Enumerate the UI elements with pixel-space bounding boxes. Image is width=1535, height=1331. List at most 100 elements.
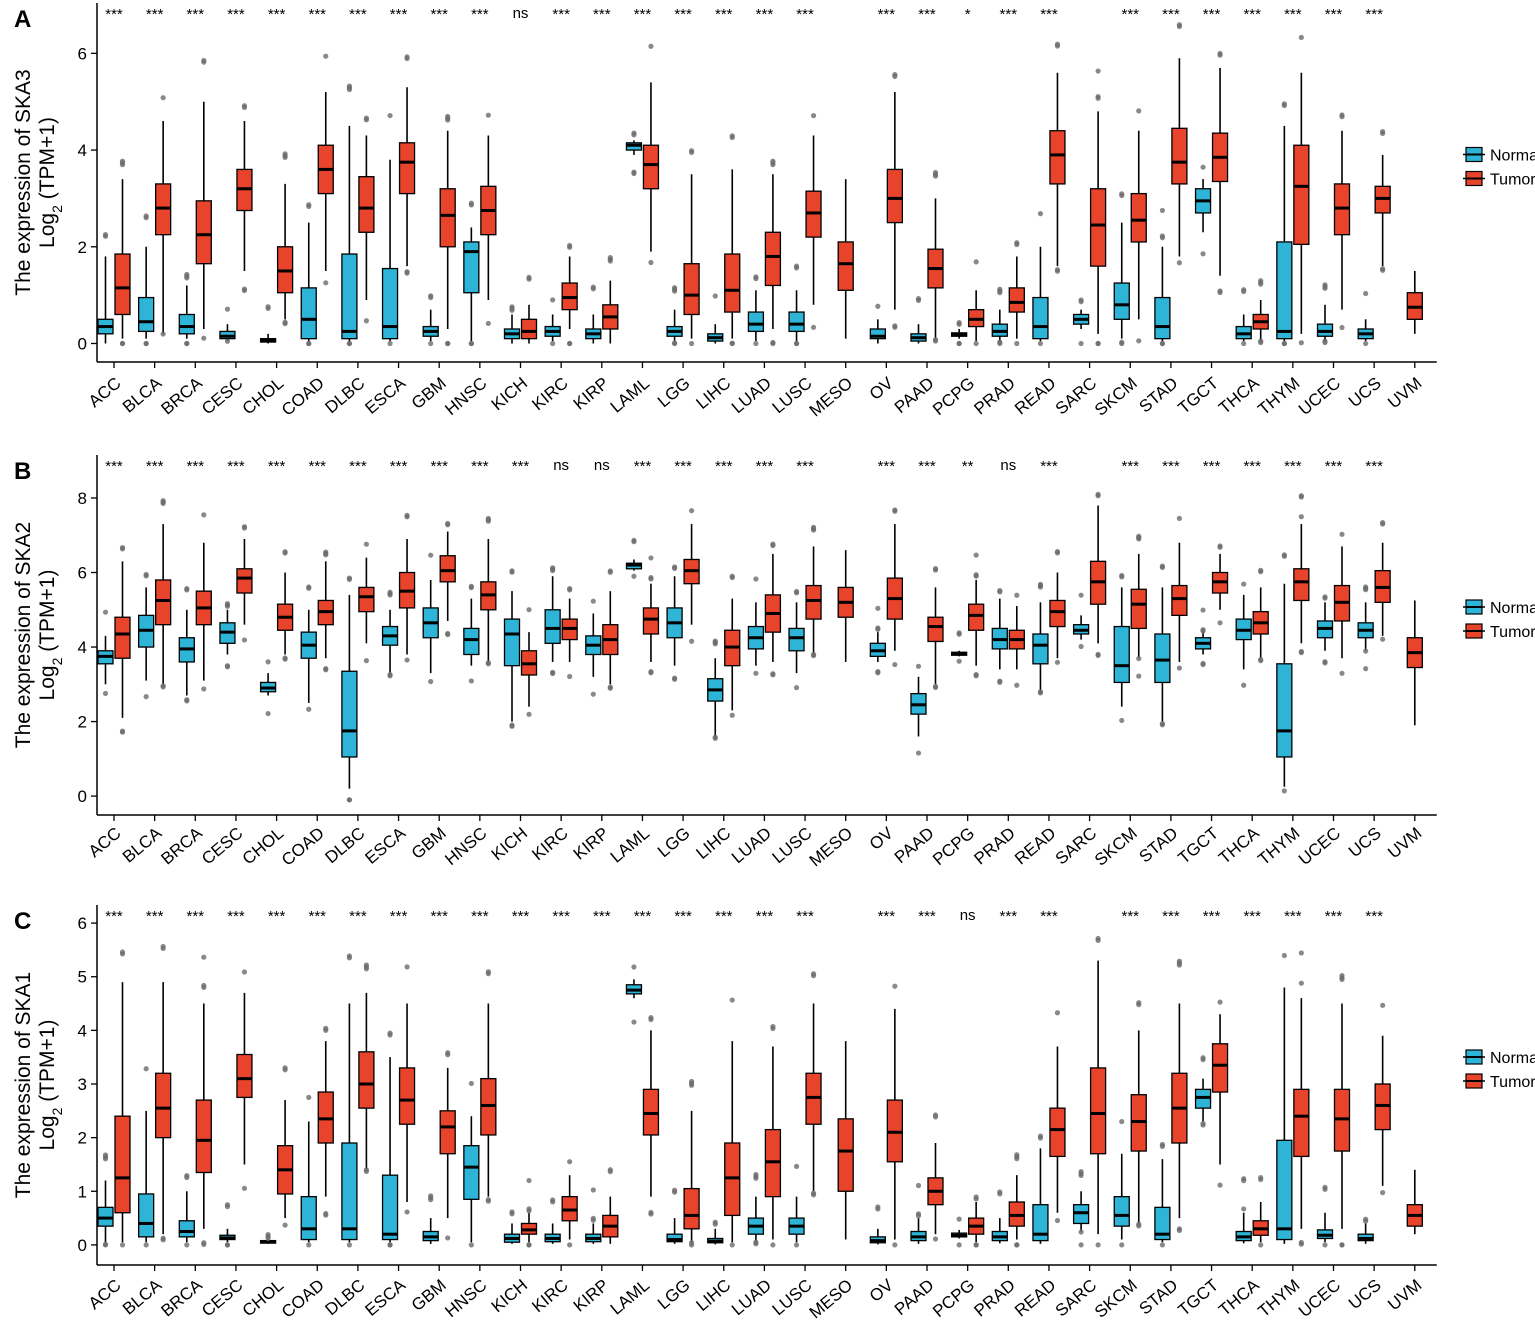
box-tumor (805, 971, 822, 1198)
outlier-point (810, 653, 817, 659)
outlier-point (550, 297, 556, 303)
outlier-point (241, 287, 248, 294)
box-normal (259, 1231, 277, 1244)
outlier-point (550, 565, 556, 571)
y-axis-label: The expression of SKA1 Log2 (TPM+1) (12, 972, 65, 1198)
outlier-point (201, 686, 207, 692)
significance-label: *** (918, 6, 936, 23)
significance-label: *** (878, 458, 896, 475)
x-tick-label: TGCT (1174, 1276, 1222, 1320)
x-tick-label: SARC (1052, 374, 1100, 419)
outlier-point (567, 242, 573, 249)
outlier-point (102, 609, 109, 615)
y-tick-label: 0 (78, 334, 87, 353)
outlier-point (1014, 1152, 1020, 1158)
box-tumor (1252, 1175, 1269, 1248)
x-tick-label: UCEC (1295, 1276, 1344, 1322)
box-tumor (764, 1023, 782, 1248)
x-tick-label: LAML (607, 824, 653, 867)
box-normal (1194, 607, 1212, 668)
outlier-point (1322, 594, 1328, 600)
category-dlbc: *** DLBC (322, 908, 375, 1319)
box-tumor (837, 179, 854, 339)
outlier-point (323, 280, 329, 286)
outlier-point (1258, 567, 1264, 573)
significance-label: *** (308, 458, 326, 475)
outlier-point (265, 710, 271, 717)
box-normal (788, 1163, 805, 1248)
x-tick-label: THCA (1215, 1275, 1263, 1320)
category-lihc: *** LIHC (692, 458, 741, 863)
x-tick-label: ESCA (361, 1275, 409, 1320)
outlier-point (932, 566, 939, 572)
outlier-point (468, 1080, 474, 1087)
box (747, 311, 765, 333)
outlier-point (956, 1242, 962, 1248)
box-tumor (1171, 22, 1188, 266)
box (236, 568, 253, 594)
box (178, 313, 195, 335)
x-tick-label: CHOL (239, 1276, 287, 1321)
box-normal (666, 564, 683, 682)
outlier-point (445, 1235, 451, 1241)
box-tumor (886, 983, 903, 1248)
x-tick-label: ACC (85, 1276, 125, 1314)
y-axis-label-subscript: 2 (49, 657, 65, 665)
box (381, 267, 399, 340)
outlier-point (1298, 34, 1304, 41)
outlier-point (119, 340, 126, 347)
box (1089, 188, 1107, 267)
box (114, 1115, 131, 1214)
outlier-point (224, 664, 231, 670)
y-tick-label: 2 (78, 713, 87, 732)
outlier-point (1037, 340, 1044, 347)
outlier-point (810, 324, 817, 330)
category-paad: *** PAAD (891, 458, 944, 867)
outlier-point (1136, 338, 1142, 344)
x-tick-label: LUSC (769, 824, 816, 868)
box-tumor (114, 949, 131, 1248)
box-normal (707, 293, 724, 344)
outlier-point (201, 954, 207, 960)
x-tick-label: LIHC (692, 824, 734, 863)
outlier-point (404, 657, 410, 663)
x-tick-label: OV (866, 1275, 898, 1306)
box-normal (1072, 297, 1090, 347)
category-lusc: *** LUSC (769, 458, 822, 868)
x-tick-label: THYM (1254, 824, 1303, 870)
box-tumor (1049, 548, 1066, 665)
outlier-point (485, 661, 491, 667)
outlier-point (793, 1163, 800, 1169)
x-tick-label: BRCA (157, 1275, 206, 1320)
y-tick-label: 4 (78, 638, 87, 657)
significance-label: * (965, 6, 971, 23)
significance-label: *** (187, 6, 205, 23)
outlier-point (363, 1168, 369, 1175)
outlier-point (428, 340, 434, 347)
outlier-point (875, 625, 881, 631)
outlier-point (224, 1202, 231, 1208)
outlier-point (509, 723, 515, 729)
box-tumor (520, 1177, 538, 1248)
box-normal (625, 130, 643, 177)
outlier-point (648, 670, 654, 676)
significance-label: *** (1121, 458, 1139, 475)
box-normal (97, 609, 114, 697)
box-tumor (317, 1025, 334, 1218)
outlier-point (1078, 643, 1084, 650)
outlier-point (323, 53, 329, 59)
outlier-point (224, 600, 231, 607)
category-luad: *** LUAD (728, 908, 782, 1319)
outlier-point (306, 706, 312, 712)
box (805, 584, 822, 620)
outlier-point (956, 658, 962, 664)
outlier-point (631, 964, 637, 970)
box-tumor (561, 242, 578, 347)
significance-label: *** (1284, 6, 1302, 23)
category-acc: *** ACC (85, 908, 131, 1314)
outlier-point (810, 1192, 817, 1198)
outlier-point (323, 1025, 329, 1031)
x-tick-label: CESC (198, 1276, 246, 1321)
outlier-point (567, 585, 573, 592)
